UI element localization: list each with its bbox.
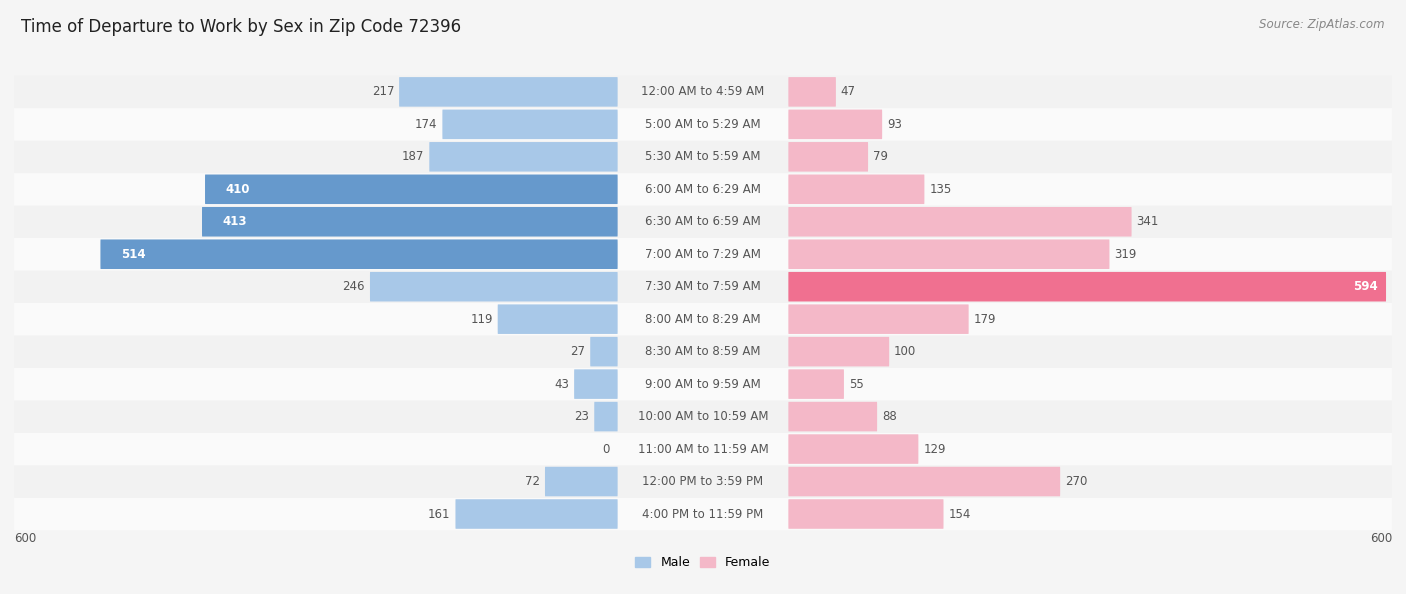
FancyBboxPatch shape — [789, 175, 924, 204]
Text: 600: 600 — [1369, 532, 1392, 545]
Text: 341: 341 — [1136, 215, 1159, 228]
Text: 161: 161 — [427, 507, 450, 520]
Text: 179: 179 — [973, 312, 995, 326]
Text: 47: 47 — [841, 86, 856, 99]
Text: 9:00 AM to 9:59 AM: 9:00 AM to 9:59 AM — [645, 378, 761, 391]
FancyBboxPatch shape — [789, 239, 1109, 269]
FancyBboxPatch shape — [370, 272, 617, 302]
FancyBboxPatch shape — [14, 75, 1392, 108]
FancyBboxPatch shape — [789, 304, 969, 334]
FancyBboxPatch shape — [14, 465, 1392, 498]
FancyBboxPatch shape — [14, 303, 1392, 336]
FancyBboxPatch shape — [591, 337, 617, 366]
FancyBboxPatch shape — [100, 239, 617, 269]
Text: 23: 23 — [575, 410, 589, 423]
FancyBboxPatch shape — [14, 336, 1392, 368]
Text: 174: 174 — [415, 118, 437, 131]
Text: 43: 43 — [554, 378, 569, 391]
Text: 594: 594 — [1353, 280, 1378, 293]
Text: 4:00 PM to 11:59 PM: 4:00 PM to 11:59 PM — [643, 507, 763, 520]
FancyBboxPatch shape — [14, 108, 1392, 141]
Text: 72: 72 — [524, 475, 540, 488]
FancyBboxPatch shape — [202, 207, 617, 236]
FancyBboxPatch shape — [14, 433, 1392, 465]
Text: 55: 55 — [849, 378, 863, 391]
Text: 5:00 AM to 5:29 AM: 5:00 AM to 5:29 AM — [645, 118, 761, 131]
Text: 7:30 AM to 7:59 AM: 7:30 AM to 7:59 AM — [645, 280, 761, 293]
Text: 8:30 AM to 8:59 AM: 8:30 AM to 8:59 AM — [645, 345, 761, 358]
Text: 514: 514 — [121, 248, 145, 261]
Text: 0: 0 — [602, 443, 609, 456]
Text: Source: ZipAtlas.com: Source: ZipAtlas.com — [1260, 18, 1385, 31]
Text: 8:00 AM to 8:29 AM: 8:00 AM to 8:29 AM — [645, 312, 761, 326]
FancyBboxPatch shape — [789, 207, 1132, 236]
FancyBboxPatch shape — [14, 368, 1392, 400]
Text: 129: 129 — [924, 443, 946, 456]
Text: 6:30 AM to 6:59 AM: 6:30 AM to 6:59 AM — [645, 215, 761, 228]
FancyBboxPatch shape — [789, 434, 918, 464]
Text: 6:00 AM to 6:29 AM: 6:00 AM to 6:29 AM — [645, 183, 761, 196]
Text: 12:00 AM to 4:59 AM: 12:00 AM to 4:59 AM — [641, 86, 765, 99]
FancyBboxPatch shape — [546, 467, 617, 497]
FancyBboxPatch shape — [443, 109, 617, 139]
Text: 246: 246 — [343, 280, 366, 293]
Text: 11:00 AM to 11:59 AM: 11:00 AM to 11:59 AM — [638, 443, 768, 456]
Text: 79: 79 — [873, 150, 889, 163]
FancyBboxPatch shape — [14, 206, 1392, 238]
FancyBboxPatch shape — [205, 175, 617, 204]
FancyBboxPatch shape — [789, 402, 877, 431]
Text: 135: 135 — [929, 183, 952, 196]
Text: 12:00 PM to 3:59 PM: 12:00 PM to 3:59 PM — [643, 475, 763, 488]
FancyBboxPatch shape — [399, 77, 617, 107]
FancyBboxPatch shape — [789, 142, 868, 172]
Text: 119: 119 — [470, 312, 492, 326]
Text: 27: 27 — [571, 345, 585, 358]
Text: 7:00 AM to 7:29 AM: 7:00 AM to 7:29 AM — [645, 248, 761, 261]
FancyBboxPatch shape — [429, 142, 617, 172]
FancyBboxPatch shape — [789, 369, 844, 399]
FancyBboxPatch shape — [14, 400, 1392, 433]
Text: 270: 270 — [1066, 475, 1087, 488]
Text: 413: 413 — [222, 215, 246, 228]
Text: 93: 93 — [887, 118, 901, 131]
Text: 600: 600 — [14, 532, 37, 545]
Text: 187: 187 — [402, 150, 425, 163]
Text: Time of Departure to Work by Sex in Zip Code 72396: Time of Departure to Work by Sex in Zip … — [21, 18, 461, 36]
FancyBboxPatch shape — [789, 109, 882, 139]
FancyBboxPatch shape — [456, 499, 617, 529]
Text: 154: 154 — [949, 507, 970, 520]
FancyBboxPatch shape — [14, 173, 1392, 206]
FancyBboxPatch shape — [595, 402, 617, 431]
Legend: Male, Female: Male, Female — [630, 551, 776, 574]
Text: 10:00 AM to 10:59 AM: 10:00 AM to 10:59 AM — [638, 410, 768, 423]
Text: 5:30 AM to 5:59 AM: 5:30 AM to 5:59 AM — [645, 150, 761, 163]
FancyBboxPatch shape — [574, 369, 617, 399]
Text: 217: 217 — [371, 86, 394, 99]
FancyBboxPatch shape — [789, 499, 943, 529]
Text: 410: 410 — [225, 183, 250, 196]
Text: 319: 319 — [1115, 248, 1136, 261]
FancyBboxPatch shape — [789, 467, 1060, 497]
FancyBboxPatch shape — [789, 77, 837, 107]
FancyBboxPatch shape — [498, 304, 617, 334]
FancyBboxPatch shape — [789, 337, 889, 366]
Text: 100: 100 — [894, 345, 917, 358]
FancyBboxPatch shape — [14, 238, 1392, 270]
FancyBboxPatch shape — [14, 141, 1392, 173]
FancyBboxPatch shape — [14, 498, 1392, 530]
FancyBboxPatch shape — [14, 270, 1392, 303]
FancyBboxPatch shape — [789, 272, 1386, 302]
Text: 88: 88 — [882, 410, 897, 423]
